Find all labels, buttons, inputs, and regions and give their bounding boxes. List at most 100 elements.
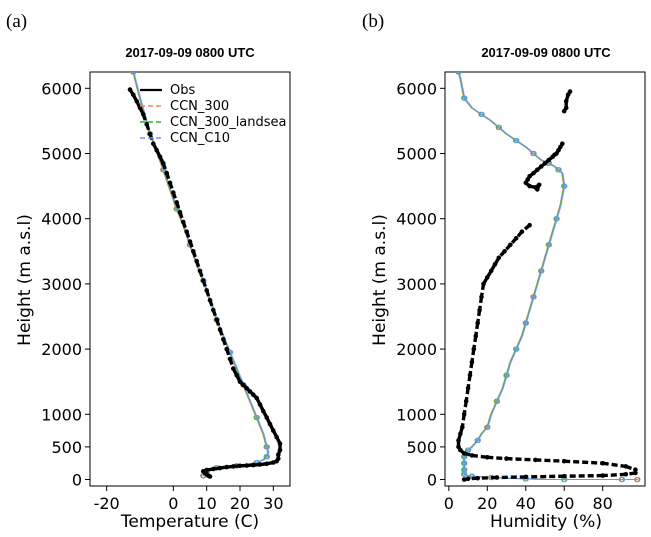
x-tick-label: 20 <box>230 494 250 513</box>
y-tick-label: 6000 <box>396 79 437 98</box>
obs-segment <box>265 416 272 425</box>
obs-segment <box>564 473 603 478</box>
data-point <box>264 444 270 450</box>
data-point <box>554 216 560 222</box>
panel-b-x-axis-title: Humidity (%) <box>490 512 602 532</box>
panel-a-letter: (a) <box>6 11 27 32</box>
data-point <box>562 183 568 189</box>
obs-segment <box>138 107 145 116</box>
y-tick-label: 4000 <box>396 210 437 229</box>
panel-b-axes: 0 20 40 60 80 0 500 1000 2000 3000 4000 5000 6000 <box>396 79 613 513</box>
obs-segment <box>218 328 225 340</box>
y-tick-label: 500 <box>51 438 82 457</box>
obs-segment <box>255 397 262 406</box>
obs-segment <box>168 182 175 194</box>
data-point <box>462 471 468 477</box>
obs-segment <box>477 475 497 480</box>
obs-segment <box>485 270 493 279</box>
obs-segment <box>625 471 636 476</box>
legend-label-ccn-300: CCN_300 <box>170 99 229 114</box>
obs-segment <box>503 243 512 253</box>
x-tick-label: 20 <box>477 494 497 513</box>
y-tick-label: 0 <box>427 470 437 489</box>
panel-b-plot-frame <box>444 71 646 487</box>
series-line-ccn-c10 <box>458 72 638 481</box>
obs-segment <box>161 162 169 174</box>
obs-segment <box>493 256 501 266</box>
obs-segment <box>535 458 565 463</box>
y-tick-label: 5000 <box>396 144 437 163</box>
obs-segment <box>155 149 162 158</box>
data-point <box>485 424 491 430</box>
obs-segment <box>178 211 185 223</box>
x-tick-label: 0 <box>168 494 178 513</box>
obs-segment <box>198 270 205 282</box>
x-tick-label: 80 <box>593 494 613 513</box>
y-tick-label: 2000 <box>41 340 82 359</box>
obs-segment <box>463 451 473 458</box>
data-point <box>456 72 462 75</box>
data-point <box>494 398 501 404</box>
obs-point <box>561 108 567 114</box>
x-tick-label: 0 <box>444 494 454 513</box>
panel-a-axes: -20 0 10 20 30 0 500 1000 2000 3000 4000 5000 6000 <box>41 79 283 513</box>
x-tick-label: 30 <box>263 494 283 513</box>
obs-segment <box>467 476 478 481</box>
obs-segment <box>231 367 239 376</box>
data-point <box>475 437 481 444</box>
data-point <box>462 95 468 101</box>
y-tick-label: 1000 <box>41 405 82 424</box>
y-tick-label: 2000 <box>396 340 437 359</box>
obs-segment <box>509 237 518 246</box>
obs-segment <box>158 156 165 165</box>
data-point <box>556 167 562 173</box>
x-tick-label: -20 <box>94 494 120 513</box>
data-point <box>531 150 537 157</box>
obs-segment <box>151 142 159 151</box>
y-tick-label: 3000 <box>41 275 82 294</box>
panel-b-title: 2017-09-09 0800 UTC <box>481 45 611 60</box>
obs-segment <box>487 455 507 461</box>
data-point <box>514 346 520 352</box>
y-tick-label: 4000 <box>41 210 82 229</box>
data-point <box>531 294 537 300</box>
obs-segment <box>201 280 209 291</box>
y-tick-label: 500 <box>406 438 437 457</box>
x-tick-label: 40 <box>516 494 536 513</box>
obs-segment <box>471 453 488 459</box>
obs-segment <box>131 94 139 103</box>
panel-b-plot-area <box>455 72 641 483</box>
data-point <box>504 372 510 378</box>
obs-segment <box>520 223 531 233</box>
obs-segment <box>195 260 202 272</box>
obs-segment <box>602 461 627 469</box>
obs-segment <box>506 456 536 462</box>
obs-segment <box>188 240 195 252</box>
obs-point <box>461 477 467 482</box>
obs-segment <box>482 276 489 285</box>
obs-segment <box>235 374 242 383</box>
obs-segment <box>205 289 212 301</box>
obs-segment <box>171 192 179 203</box>
obs-segment <box>625 464 636 472</box>
obs-segment <box>271 429 279 438</box>
obs-segment <box>208 299 215 311</box>
data-point <box>523 320 530 326</box>
data-point <box>539 268 545 274</box>
obs-segment <box>564 459 603 465</box>
y-tick-label: 6000 <box>41 79 82 98</box>
y-tick-label: 3000 <box>396 275 437 294</box>
obs-segment <box>258 403 265 412</box>
obs-point <box>207 474 213 479</box>
series-line-ccn-300-landsea <box>457 72 638 481</box>
obs-segment <box>221 338 229 350</box>
data-point <box>264 454 270 460</box>
y-tick-label: 0 <box>72 470 82 489</box>
obs-segment <box>191 250 199 262</box>
data-point <box>635 476 641 483</box>
data-point <box>254 414 260 421</box>
obs-segment <box>135 100 142 109</box>
panel-b-letter: (b) <box>362 11 384 32</box>
